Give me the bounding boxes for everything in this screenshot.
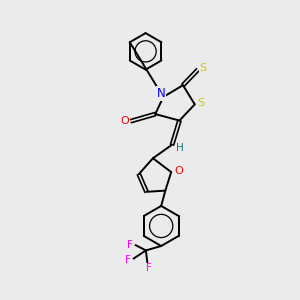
Text: H: H xyxy=(176,143,184,153)
Text: N: N xyxy=(157,87,165,100)
Text: S: S xyxy=(200,63,207,74)
Text: F: F xyxy=(127,239,133,250)
Text: O: O xyxy=(120,116,129,126)
Text: S: S xyxy=(198,98,205,108)
Text: F: F xyxy=(146,263,152,273)
Text: O: O xyxy=(174,166,183,176)
Text: F: F xyxy=(125,255,131,265)
